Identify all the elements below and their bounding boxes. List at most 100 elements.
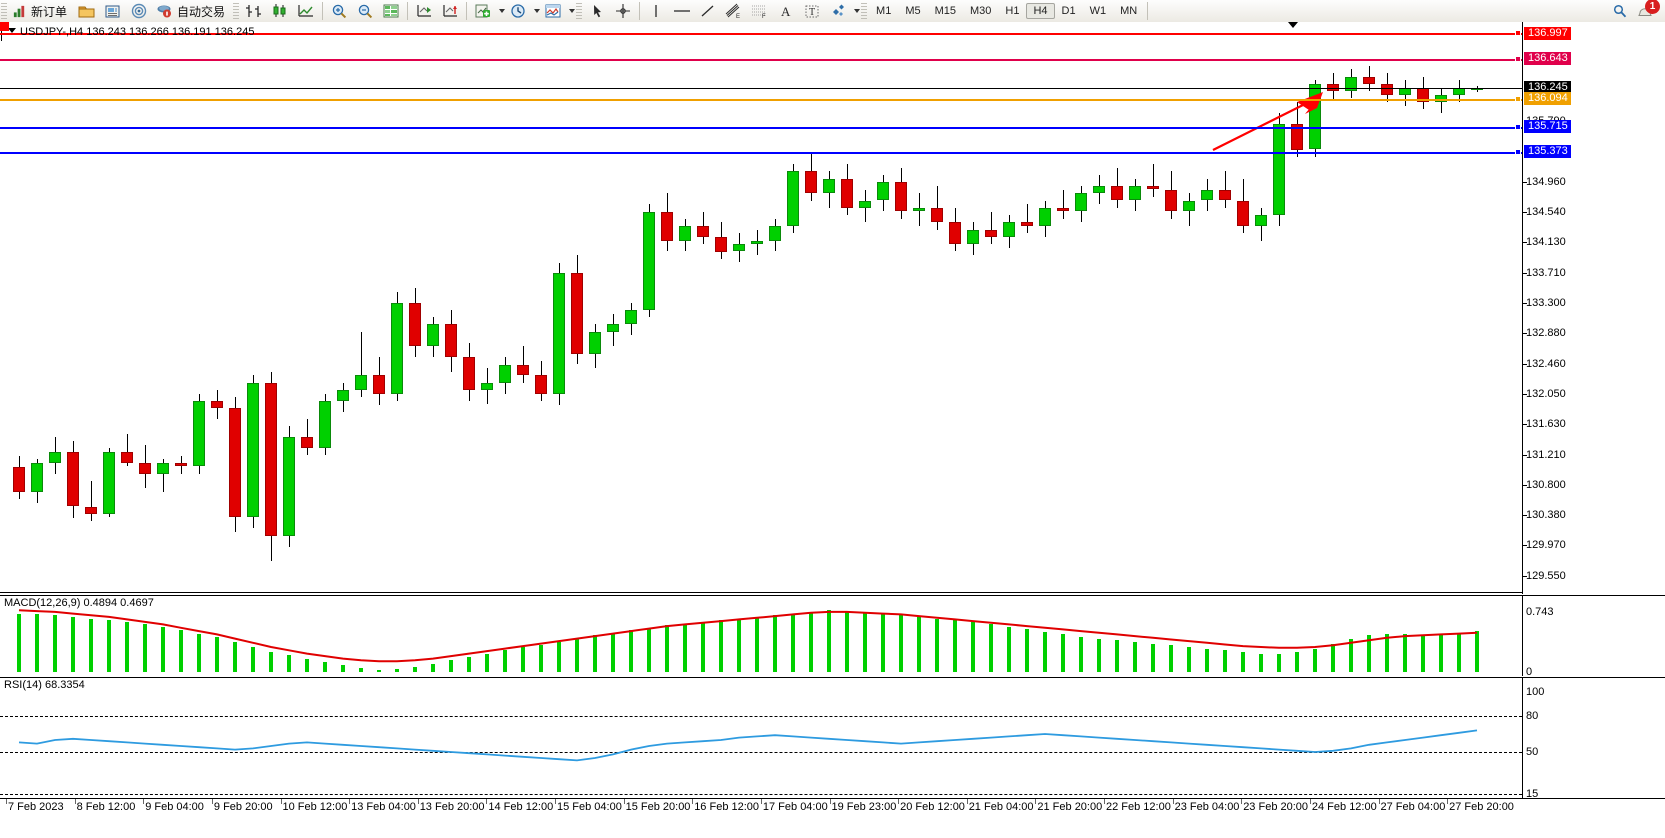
chart-area[interactable]: 134.960 134.540 134.130 133.710 133.300 132.8… [0, 22, 1665, 838]
timeframe-w1[interactable]: W1 [1089, 5, 1107, 17]
equidistant-channel-button[interactable]: E [721, 0, 747, 22]
price-level-handle[interactable] [1515, 123, 1521, 130]
candlestick [1255, 215, 1267, 226]
price-level-handle[interactable] [1515, 95, 1521, 102]
folder-icon [78, 6, 95, 18]
new-order-button[interactable]: 新订单 [9, 0, 74, 22]
time-axis[interactable]: 7 Feb 2023 8 Feb 12:00 9 Feb 04:00 9 Feb 20… [0, 798, 1665, 817]
price-level-line[interactable] [0, 33, 1522, 36]
search-button[interactable] [1607, 0, 1633, 22]
candlestick [157, 462, 169, 474]
macd-histogram-bar [1151, 643, 1155, 672]
toolbar-grip-3[interactable] [576, 3, 583, 19]
price-level-label[interactable]: 136.997 [1524, 26, 1571, 40]
timeframe-m15[interactable]: M15 [934, 5, 956, 17]
folder-button[interactable] [74, 0, 100, 22]
macd-histogram-bar [755, 616, 759, 672]
price-pane[interactable]: 134.960 134.540 134.130 133.710 133.300 132.8… [0, 22, 1665, 594]
text-button[interactable]: A [773, 0, 799, 22]
macd-histogram-bar [899, 615, 903, 672]
timeframe-m1[interactable]: M1 [876, 5, 892, 17]
signal-button[interactable] [126, 0, 152, 22]
add-indicator-button[interactable] [470, 0, 496, 22]
price-level-line[interactable] [0, 87, 1522, 89]
timeframe-h4[interactable]: H4 [1026, 3, 1055, 19]
period-caret-icon[interactable] [534, 9, 541, 13]
toolbar-separator-4 [639, 2, 641, 20]
timeframe-h1[interactable]: H1 [1005, 5, 1020, 17]
news-button[interactable] [100, 0, 126, 22]
add-indicator-caret-icon[interactable] [499, 9, 506, 13]
data-window-button[interactable] [378, 0, 404, 22]
candlestick [1147, 185, 1159, 190]
autotrading-button[interactable]: 自动交易 [152, 0, 232, 22]
price-level-line[interactable] [0, 151, 1522, 154]
zoom-out-button[interactable] [352, 0, 378, 22]
fibonacci-button[interactable]: F [747, 0, 773, 22]
toolbar-grip-2[interactable] [233, 3, 240, 19]
scroll-end-button[interactable] [411, 0, 437, 22]
toolbar-grip-4[interactable] [861, 3, 868, 19]
price-tick [1523, 273, 1527, 274]
rsi-pane[interactable]: RSI(14) 68.3354 100 80 50 15 [0, 677, 1665, 800]
price-level-label[interactable]: 135.715 [1524, 120, 1571, 134]
timeframe-d1[interactable]: D1 [1061, 5, 1076, 17]
rsi-tick-label: 50 [1526, 746, 1539, 758]
price-level-line[interactable] [0, 126, 1522, 129]
macd-histogram-bar [413, 667, 417, 672]
objects-button[interactable] [825, 0, 851, 22]
line-chart-button[interactable] [293, 0, 319, 22]
time-tick [1172, 799, 1174, 804]
price-level-label[interactable]: 136.643 [1524, 52, 1571, 66]
candlestick-chart-button[interactable] [267, 0, 293, 22]
candlestick [967, 229, 979, 245]
price-level-line[interactable] [0, 58, 1522, 61]
period-button[interactable] [505, 0, 531, 22]
time-tick-label: 17 Feb 04:00 [762, 801, 828, 813]
toolbar-grip-1[interactable] [1, 3, 7, 19]
time-tick [966, 799, 968, 804]
time-tick [1241, 799, 1243, 804]
candlestick [571, 273, 583, 354]
price-tick-label: 130.380 [1526, 509, 1566, 521]
timeframe-mn[interactable]: MN [1120, 5, 1138, 17]
up-trend-arrow-icon[interactable] [1205, 88, 1335, 158]
vertical-line-button[interactable] [643, 0, 669, 22]
trendline-button[interactable] [695, 0, 721, 22]
time-tick [349, 799, 351, 804]
price-level-label[interactable]: 136.245 [1524, 81, 1571, 95]
time-tick-label: 24 Feb 12:00 [1311, 801, 1377, 813]
candlestick [499, 364, 511, 383]
price-level-handle[interactable] [1515, 30, 1521, 37]
candlestick [661, 211, 673, 241]
timeframe-m5[interactable]: M5 [905, 5, 921, 17]
bar-chart-button[interactable] [241, 0, 267, 22]
macd-histogram-bar [143, 624, 147, 672]
price-level-label[interactable]: 135.373 [1524, 145, 1571, 158]
price-tick [1523, 455, 1527, 456]
candle-wick [1063, 189, 1064, 219]
macd-histogram-bar [359, 667, 363, 672]
zoom-in-button[interactable] [326, 0, 352, 22]
objects-caret-icon[interactable] [854, 9, 861, 13]
timeframe-m30[interactable]: M30 [970, 5, 992, 17]
notification-badge[interactable]: 1 [1645, 0, 1660, 14]
macd-histogram-bar [1115, 640, 1119, 672]
symbol-dropdown-icon[interactable] [8, 28, 16, 33]
macd-histogram-bar [287, 655, 291, 672]
price-level-handle[interactable] [1515, 55, 1521, 62]
horizontal-line-button[interactable] [669, 0, 695, 22]
price-level-label[interactable]: 136.094 [1524, 92, 1571, 106]
label-button[interactable]: T [799, 0, 825, 22]
templates-caret-icon[interactable] [569, 9, 576, 13]
candlestick [337, 390, 349, 401]
price-level-line[interactable] [0, 98, 1522, 101]
price-level-handle[interactable] [1515, 148, 1521, 155]
crosshair-button[interactable] [610, 0, 636, 22]
alerts-button[interactable]: 1 [1633, 0, 1660, 22]
macd-pane[interactable]: MACD(12,26,9) 0.4894 0.4697 0.743 0 [0, 595, 1665, 678]
cursor-button[interactable] [584, 0, 610, 22]
macd-histogram-bar [1475, 631, 1479, 672]
templates-button[interactable] [540, 0, 566, 22]
chart-shift-button[interactable] [437, 0, 463, 22]
